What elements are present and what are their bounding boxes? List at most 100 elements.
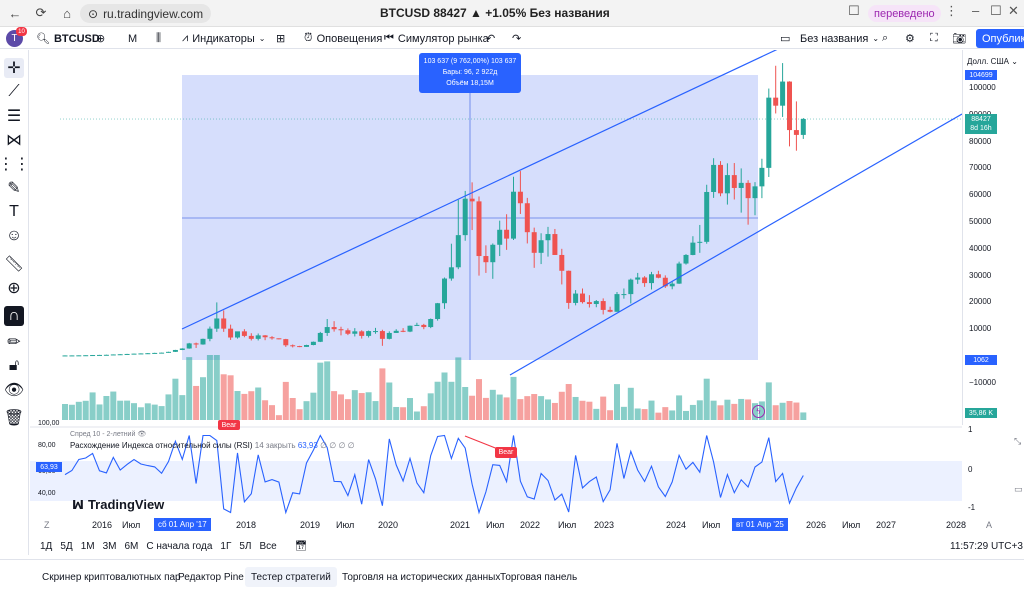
indicators-button[interactable]: ⩘ Индикаторы ⌄	[182, 30, 265, 47]
channel-lower-trendline[interactable]	[509, 113, 962, 376]
candle-body	[138, 353, 144, 355]
eye-icon[interactable]: 👁︎	[3, 382, 25, 399]
auto-scale-z-icon[interactable]: Z	[44, 520, 50, 530]
volume-bar	[772, 405, 779, 420]
candle-body	[421, 324, 427, 328]
interval-button[interactable]: М	[128, 30, 137, 47]
time-tick-label: 2023	[594, 520, 615, 530]
auto-scale-a-icon[interactable]: A	[986, 520, 993, 530]
fullscreen-icon[interactable]: ⛶	[930, 32, 938, 44]
candle-body	[207, 328, 213, 339]
trash-icon[interactable]: 🗑︎	[3, 410, 25, 427]
tab-pine-editor[interactable]: Редактор Pine	[178, 571, 244, 583]
range-6m[interactable]: 6М	[124, 540, 139, 552]
right-panel-maximize-icon[interactable]: ▭	[1014, 484, 1023, 494]
templates-icon[interactable]: ⊞	[276, 33, 286, 45]
address-bar[interactable]: ⊙ ru.tradingview.com	[80, 4, 212, 23]
trend-line-icon[interactable]: ⟋	[8, 83, 20, 100]
drawing-toolbar: ✛ ⟋ ☰ ⋈ ⋮⋮ ✎ T ☺ 📏︎ ⊕ ∩ ✏︎ 🔓︎ 👁︎ 🗑︎	[0, 50, 30, 555]
brush-icon[interactable]: ✎	[7, 180, 21, 197]
back-icon[interactable]: ←	[8, 5, 22, 21]
redo-icon[interactable]: ↷	[512, 33, 522, 45]
volume-bars	[62, 355, 807, 420]
lock-drawing-icon[interactable]: ✏︎	[7, 334, 21, 351]
tab-crypto-screener[interactable]: Скринер криптовалютных пар	[42, 571, 181, 583]
replay-button[interactable]: ⏮︎ Симулятор рынка	[384, 30, 489, 47]
range-ytd[interactable]: С начала года	[146, 540, 213, 552]
ruler-icon[interactable]: 📏︎	[3, 256, 25, 273]
undo-icon[interactable]: ↶	[486, 33, 496, 45]
compare-symbol-icon[interactable]: ⊕	[96, 33, 106, 45]
layout-name-button[interactable]: Без названия ⌄	[800, 30, 879, 47]
range-all[interactable]: Все	[259, 540, 277, 552]
volume-bar	[517, 399, 524, 420]
translated-badge[interactable]: переведено	[868, 5, 941, 22]
lock-icon[interactable]: 🔓︎	[8, 357, 20, 374]
tradingview-logo[interactable]: ꟽ TradingView	[72, 497, 164, 512]
price-scale[interactable]: Долл. США ⌄ 1000009000080000700006000050…	[962, 50, 1024, 425]
date-range-calendar-icon[interactable]: 📅︎	[294, 540, 308, 552]
range-1y[interactable]: 1Г	[220, 540, 232, 552]
menu-dots-icon[interactable]: ⋮	[945, 3, 958, 18]
maximize-icon[interactable]: ☐	[990, 3, 1002, 18]
pattern-icon[interactable]: ⋈	[6, 132, 22, 149]
home-icon[interactable]: ⌂	[63, 5, 71, 21]
reload-icon[interactable]: ⟳	[35, 5, 47, 20]
measure-tool[interactable]	[182, 75, 758, 360]
tab-strategy-tester[interactable]: Тестер стратегий	[245, 567, 337, 587]
candle-body	[642, 277, 648, 284]
site-info-icon[interactable]: ⊙	[88, 6, 99, 21]
eye-icon[interactable]: 👁︎	[137, 431, 147, 438]
range-1d[interactable]: 1Д	[40, 540, 53, 552]
bookmark-icon[interactable]: ☐	[848, 3, 860, 18]
layout-icon[interactable]: ▭	[780, 33, 791, 45]
minimize-icon[interactable]: –	[972, 3, 980, 18]
snapshot-camera-icon[interactable]: 📷︎	[952, 33, 966, 45]
chart-area[interactable]	[30, 50, 962, 518]
range-5y[interactable]: 5Л	[239, 540, 252, 552]
candle-body	[248, 335, 254, 339]
price-tick-label: 60000	[969, 190, 992, 200]
time-axis[interactable]: Z 2016 Июл 2018 2019 Июл 2020 2021 Июл 2022 Июл 20…	[30, 518, 992, 532]
quick-search-icon[interactable]: ⌕	[882, 32, 889, 44]
volume-badge: 35,86 K	[965, 408, 997, 418]
volume-bar	[262, 400, 269, 420]
currency-selector[interactable]: Долл. США ⌄	[967, 57, 1018, 66]
tab-replay-trading[interactable]: Торговля на исторических данных	[342, 571, 501, 583]
magnet-icon[interactable]: ∩	[4, 306, 24, 326]
zoom-in-icon[interactable]: ⊕	[7, 280, 21, 297]
chevron-down-icon: ⌄	[872, 34, 880, 43]
alarm-clock-icon: ⏰︎	[304, 32, 313, 44]
lightning-icon[interactable]: ϟ	[752, 405, 765, 418]
volume-bar	[551, 402, 558, 420]
alerts-button[interactable]: ⏰︎ Оповещения	[304, 30, 382, 47]
time-tick-label: 2024	[666, 520, 687, 530]
candle-body	[669, 283, 675, 287]
candle-body	[442, 278, 447, 304]
text-tool-icon[interactable]: T	[9, 203, 19, 220]
close-icon[interactable]: ✕	[1008, 3, 1019, 18]
candles-type-icon[interactable]: ⫼	[156, 32, 162, 44]
range-3m[interactable]: 3М	[102, 540, 117, 552]
range-5d[interactable]: 5Д	[60, 540, 73, 552]
settings-gear-icon[interactable]: ⚙︎	[905, 33, 915, 45]
candle-body	[269, 337, 275, 339]
tab-trading-panel[interactable]: Торговая панель	[500, 571, 578, 583]
candle-body	[731, 175, 737, 188]
range-1m[interactable]: 1М	[80, 540, 95, 552]
candle-body	[103, 354, 109, 356]
fib-retracement-icon[interactable]: ☰	[6, 108, 22, 125]
candle-body	[566, 270, 572, 303]
emoji-icon[interactable]: ☺	[5, 227, 23, 244]
rsi-title[interactable]: Расхождение Индекса относительной силы (…	[70, 441, 253, 450]
volume-bar	[75, 401, 82, 420]
channel-upper-trendline[interactable]	[181, 50, 778, 330]
symbol-search-button[interactable]: 🔍︎ BTCUSD	[36, 30, 100, 47]
candle-body	[407, 325, 413, 332]
publish-button[interactable]: Опубликова	[976, 29, 1024, 48]
prediction-icon[interactable]: ⋮⋮	[0, 156, 30, 173]
crosshair-icon[interactable]: ✛	[4, 58, 24, 78]
right-panel-collapse-icon[interactable]: ⤡	[1014, 436, 1022, 446]
candle-body	[524, 203, 530, 233]
clock[interactable]: 11:57:29 UTC+3	[950, 540, 1023, 552]
